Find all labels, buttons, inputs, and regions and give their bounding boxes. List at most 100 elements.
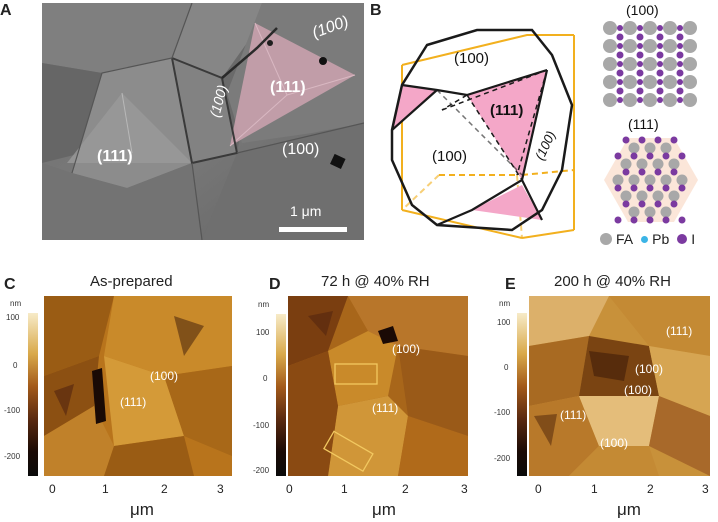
fa-atom: [683, 75, 697, 89]
iodide-atom: [622, 136, 630, 144]
fa-atom: [623, 21, 637, 35]
sem-image-graphic: [42, 2, 365, 241]
fa-atom: [652, 190, 664, 202]
afm-c-facet-100: (100): [150, 369, 179, 383]
iodide-atom: [630, 216, 638, 224]
iodide-atom: [636, 87, 644, 95]
fa-atom: [668, 190, 680, 202]
iodide-atom: [636, 69, 644, 77]
fa-atom: [636, 190, 648, 202]
iodide-atom: [656, 69, 664, 77]
afm-e-cb-tick-100: 100: [497, 318, 511, 327]
fa-atom: [660, 142, 672, 154]
iodide-atom: [676, 87, 684, 95]
fa-atom: [683, 39, 697, 53]
iodide-atom: [637, 25, 643, 31]
afm-e-cb-tick-neg100: -100: [494, 408, 511, 417]
iodide-atom: [677, 25, 683, 31]
afm-d-xtick-2: 2: [402, 482, 409, 496]
afm-d-graphic: [288, 296, 468, 476]
fa-atom: [603, 93, 617, 107]
afm-c-cb-tick-100: 100: [6, 313, 20, 322]
iodide-atom: [616, 69, 624, 77]
legend-i-label: I: [691, 231, 696, 247]
afm-e-xtick-3: 3: [702, 482, 709, 496]
iodide-atom: [678, 216, 686, 224]
fa-atom: [603, 39, 617, 53]
iodide-atom: [656, 51, 664, 59]
iodide-atom: [656, 87, 664, 95]
afm-c-xlabel: μm: [130, 500, 154, 519]
iodide-atom: [677, 79, 683, 85]
iodide-atom: [614, 216, 622, 224]
iodide-atom: [617, 79, 623, 85]
iodide-atom: [677, 97, 683, 103]
iodide-atom: [636, 51, 644, 59]
scale-bar-label: 1 μm: [290, 203, 322, 219]
fa-atom: [636, 158, 648, 170]
iodide-atom: [614, 184, 622, 192]
sem-image: (100) (111) (100) (111) (100) 1 μm: [42, 2, 365, 241]
afm-d-facet-100: (100): [392, 342, 421, 356]
iodide-atom: [646, 184, 654, 192]
afm-d-image: (100) (111): [288, 296, 468, 476]
afm-c-colorbar: [28, 313, 38, 476]
afm-d-xlabel: μm: [372, 500, 396, 519]
afm-c-cb-tick-0: 0: [13, 361, 18, 370]
afm-c-title: As-prepared: [90, 273, 173, 290]
fa-atom: [660, 174, 672, 186]
fa-atom: [663, 75, 677, 89]
iodide-atom: [657, 79, 663, 85]
panel-label-e: E: [505, 276, 516, 293]
iodide-atom: [676, 69, 684, 77]
fa-atom: [663, 57, 677, 71]
afm-c-xtick-2: 2: [161, 482, 168, 496]
iodide-atom: [637, 97, 643, 103]
afm-c-xtick-0: 0: [49, 482, 56, 496]
panel-label-a: A: [0, 2, 12, 19]
fa-atom: [644, 174, 656, 186]
fa-atom: [628, 142, 640, 154]
lattice-111: [598, 134, 704, 226]
iodide-atom: [678, 184, 686, 192]
panel-label-d: D: [269, 276, 281, 293]
afm-e-facet-100-bottom: (100): [600, 436, 629, 450]
fa-atom: [663, 93, 677, 107]
iodide-atom: [677, 43, 683, 49]
iodide-atom: [662, 216, 670, 224]
iodide-atom: [622, 168, 630, 176]
iodide-atom: [670, 136, 678, 144]
iodide-atom: [656, 33, 664, 41]
afm-c-facet-111: (111): [120, 395, 147, 409]
iodide-atom: [622, 200, 630, 208]
lattice-100-title: (100): [626, 2, 659, 18]
afm-e-facet-100-mid: (100): [624, 383, 653, 397]
iodide-atom: [616, 87, 624, 95]
iodide-atom: [677, 61, 683, 67]
afm-e-xlabel: μm: [617, 500, 641, 519]
iodide-atom: [616, 51, 624, 59]
fa-atom: [643, 57, 657, 71]
crystal-facet-label-100-front: (100): [432, 148, 468, 165]
iodide-atom: [662, 152, 670, 160]
afm-d-xtick-0: 0: [286, 482, 293, 496]
fa-atom: [683, 93, 697, 107]
iodide-atom: [638, 136, 646, 144]
iodide-atom: [670, 200, 678, 208]
fa-atom: [660, 206, 672, 218]
iodide-atom: [657, 97, 663, 103]
afm-d-xtick-3: 3: [461, 482, 468, 496]
sem-facet-label-111-pink: (111): [270, 79, 306, 96]
pb-dot-icon: [641, 235, 649, 243]
crystal-facet-label-100-top: (100): [454, 50, 490, 67]
atom-legend: FA Pb I: [600, 230, 695, 248]
fa-atom: [683, 57, 697, 71]
fa-atom: [676, 174, 688, 186]
afm-d-title: 72 h @ 40% RH: [321, 273, 430, 290]
afm-e-facet-111-left: (111): [560, 408, 587, 422]
iodide-atom: [630, 152, 638, 160]
afm-c-xtick-1: 1: [102, 482, 109, 496]
fa-atom: [643, 21, 657, 35]
lattice-100: [600, 20, 700, 110]
sem-facet-label-100-right: (100): [282, 141, 320, 158]
